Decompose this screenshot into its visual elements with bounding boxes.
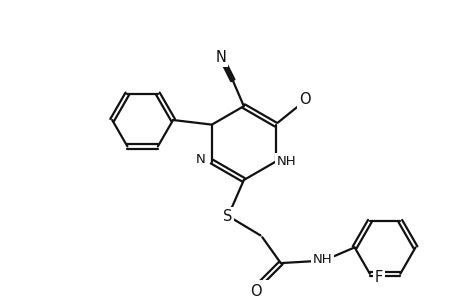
Text: NH: NH <box>312 253 331 266</box>
Text: S: S <box>222 209 231 224</box>
Text: O: O <box>299 92 310 107</box>
Text: NH: NH <box>276 155 296 168</box>
Text: N: N <box>196 153 205 166</box>
Text: F: F <box>374 270 382 285</box>
Text: N: N <box>215 50 226 65</box>
Text: O: O <box>250 284 261 299</box>
